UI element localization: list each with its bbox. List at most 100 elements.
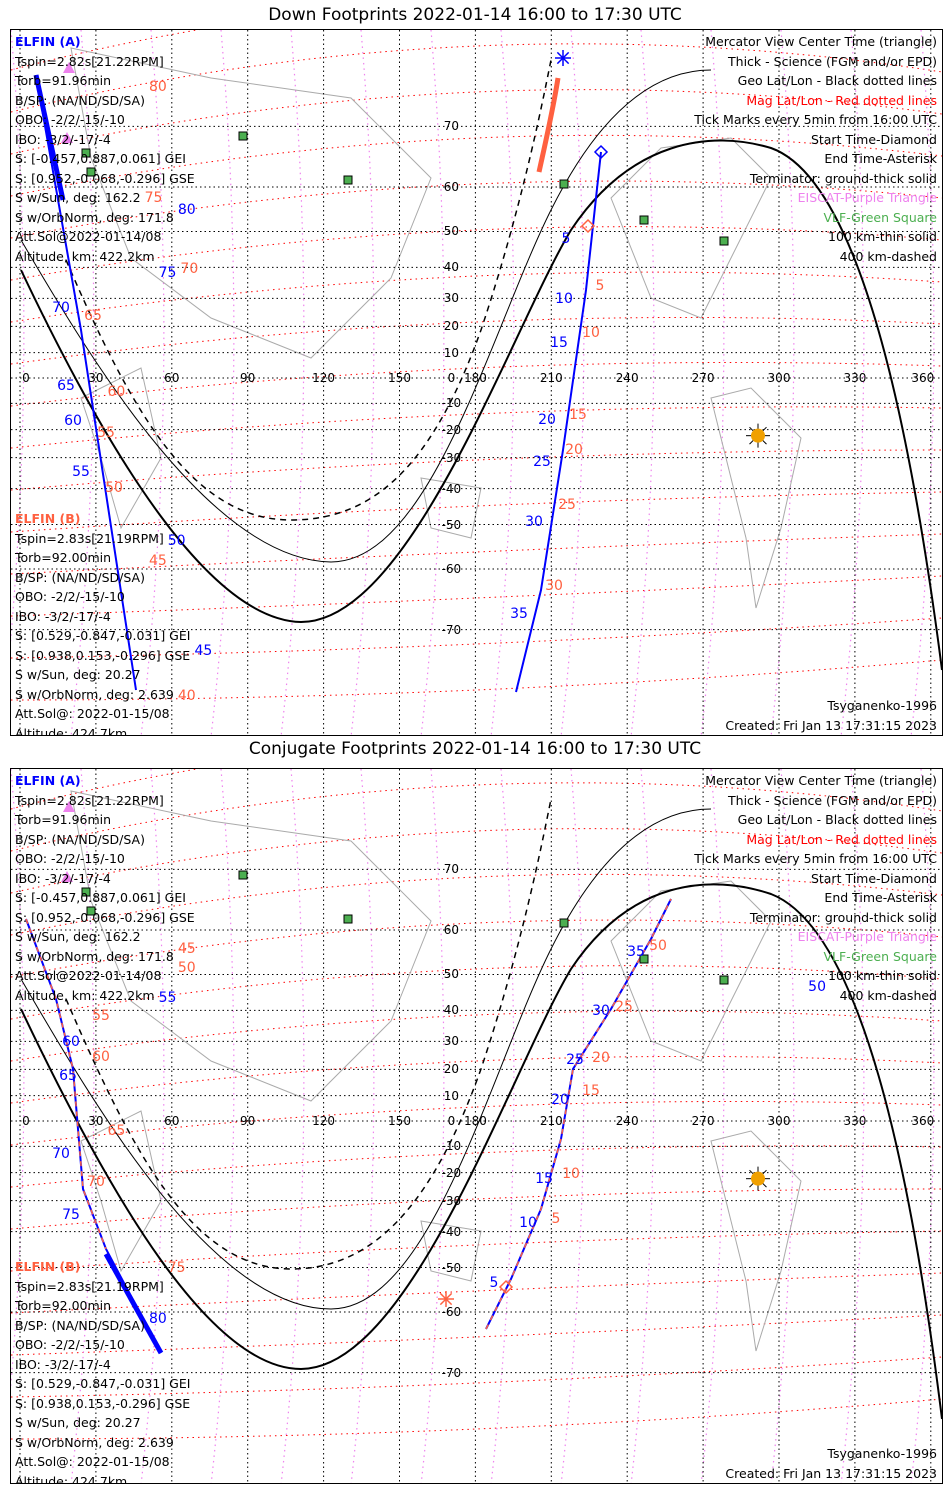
mag-lon-line [420,769,445,1483]
elfin-a-param: OBO: -2/2/-15/-10 [15,851,125,866]
lon-tick-label: 330 [843,371,867,385]
lat-tick-label: -70 [441,1365,462,1380]
vlf-station-square-icon [639,215,649,225]
elfin-b-tick-label: 15 [569,407,587,423]
vlf-station-square-icon [343,914,353,924]
elfin-a-tick-label: 20 [538,412,556,428]
mag-lat-line [11,89,942,155]
model-label: Tsyganenko-1996 [827,1446,937,1461]
lon-tick-label: 180 [463,371,487,385]
elfin-a-tick-label: 30 [592,1003,610,1019]
lon-tick-label: 240 [615,371,639,385]
start-time-diamond-icon [580,218,596,234]
elfin-a-tick-label: 5 [489,1275,499,1291]
elfin-b-param: OBO: -2/2/-15/-10 [15,1337,125,1352]
elfin-a-track [35,74,137,691]
vlf-station-square-icon [559,179,569,189]
lat-tick-label: 30 [443,1034,460,1049]
legend-item: Terminator: ground-thick solid [749,909,937,925]
lon-tick-label: 30 [88,1114,104,1128]
model-label: Tsyganenko-1996 [827,698,937,713]
lon-tick-label: 0 [22,371,30,385]
elfin-a-param: Torb=91.96min [15,812,112,827]
mag-lat-line [11,919,942,978]
elfin-a-param: S: [-0.457,0.887,0.061] GEI [15,890,186,905]
legend-item: Mercator View Center Time (triangle) [705,34,937,49]
legend-item: Geo Lat/Lon - Black dotted lines [737,73,937,88]
elfin-a-param: Tspin=2.82s[21.22RPM] [15,792,164,808]
elfin-b-tick-label: 45 [148,553,167,569]
legend: Mercator View Center Time (triangle) Thic… [694,771,937,1005]
legend-item: Start Time-Diamond [810,131,937,147]
vlf-station-square-icon [81,887,91,897]
coastline [70,790,802,1352]
elfin-a-param: Att.Sol@2022-01-14/08 [15,229,162,244]
elfin-b-tick-label: 10 [582,325,600,341]
terminator-400km [65,59,552,521]
elfin-b-param: Att.Sol@: 2022-01-15/08 [15,706,170,721]
eiscat-triangle-icon [61,871,73,882]
elfin-a-tick-label: 55 [72,464,90,480]
mag-lat-line [11,1010,942,1062]
elfin-a-tick-label: 80 [177,202,196,218]
lat-tick-label: -60 [441,1304,462,1319]
lon-tick-label: 150 [388,1114,411,1128]
elfin-b-info: ELFIN (B) Tspin=2.83s[21.19RPM] Torb=92.00… [15,1257,190,1484]
lat-tick-label: 10 [443,1088,460,1103]
elfin-a-tick-label: 25 [566,1052,584,1068]
elfin-b-tick-label: 50 [105,480,123,496]
elfin-a-tick-label: 30 [525,514,543,530]
eiscat-triangle-icon [63,801,75,812]
lat-tick-label: -20 [441,422,462,437]
lat-tick-label: -10 [441,396,462,411]
eiscat-triangle-icon [63,62,75,73]
legend-item: VLF-Green Square [823,948,937,964]
lon-tick-label: 0 [22,1114,30,1128]
lat-tick-label: -10 [441,1139,462,1154]
vlf-station-square-icon [238,870,248,880]
elfin-a-param: S w/OrbNorm, deg: 171.8 [15,209,174,225]
elfin-b-tick-label: 80 [148,79,167,95]
elfin-b-param: Altitude: 424.7km [15,1473,128,1484]
mag-lat-line [11,1188,942,1230]
down-footprints-map: 0 30 60 90 120 150 180 210 240 270 300 330 360 70 60 50… [10,29,943,736]
lon-tick-label: 60 [164,1114,180,1128]
coastline [70,47,802,609]
mag-lon-line [840,769,865,1483]
legend-item: Mag Lat/Lon - Red dotted lines [746,92,937,108]
elfin-a-param: B/SP: (NA/ND/SD/SA) [15,92,145,108]
elfin-b-tick-label: 20 [565,442,583,458]
legend-item: VLF-Green Square [823,209,937,225]
elfin-b-tick-label: 55 [97,425,115,441]
mag-lon-line [700,769,725,1483]
elfin-b-tick-label: 65 [107,1123,126,1139]
elfin-b-param: S: [0.938,0.153,-0.296] GSE [15,647,191,663]
elfin-a-tick-label: 70 [52,1146,70,1162]
elfin-a-param: S: [0.952,-0.068,-0.296] GSE [15,909,195,925]
elfin-a-param: S w/OrbNorm, deg: 171.8 [15,948,174,964]
elfin-b-param: S w/Sun, deg: 20.27 [15,1415,141,1430]
elfin-b-param: Tspin=2.83s[21.19RPM] [15,1278,164,1294]
elfin-b-param: IBO: -3/2/-17/-4 [15,1356,111,1372]
elfin-b-tick-label: 5 [595,278,605,294]
legend-item: EISCAT-Purple Triangle [797,190,937,205]
mag-lat-line [11,769,942,810]
legend-item: 400 km-dashed [839,248,937,264]
elfin-a-science-track [103,1252,164,1355]
legend-item: Thick - Science (FGM and/or EPD) [728,792,937,808]
elfin-a-param: B/SP: (NA/ND/SD/SA) [15,831,145,847]
vlf-station-square-icon [559,918,569,928]
elfin-a-tick-label: 35 [510,606,528,622]
mag-lon-line [770,769,795,1483]
elfin-a-tick-label: 15 [550,335,568,351]
lon-tick-label: 240 [615,1114,639,1128]
legend-item: EISCAT-Purple Triangle [797,929,937,944]
elfin-b-tick-label: 45 [177,941,196,957]
mag-lat-line [11,965,942,1020]
elfin-b-param: Tspin=2.83s[21.19RPM] [15,530,164,546]
elfin-a-tick-label: 20 [551,1092,569,1108]
lon-tick-label: 300 [767,371,791,385]
terminator-100km [20,808,712,1310]
elfin-a-param: Tspin=2.82s[21.22RPM] [15,53,164,69]
elfin-a-tick-label: 5 [561,231,571,247]
